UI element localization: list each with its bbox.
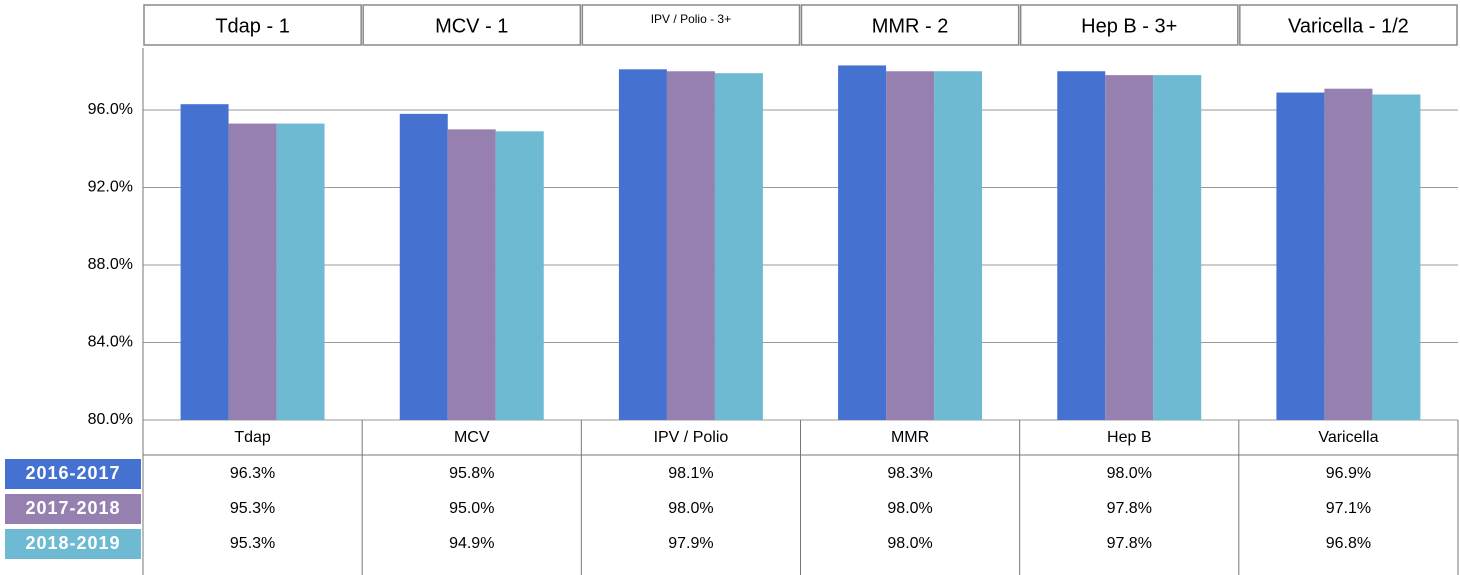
category-label: Hep B — [1107, 429, 1151, 446]
table-value: 96.8% — [1326, 535, 1371, 552]
bar — [1105, 75, 1154, 420]
y-tick-label: 92.0% — [88, 179, 133, 196]
bar — [1153, 75, 1202, 420]
legend-label: 2018-2019 — [25, 533, 120, 553]
table-value: 94.9% — [449, 535, 494, 552]
column-header: Tdap - 1 — [215, 15, 289, 37]
legend-label: 2017-2018 — [25, 498, 120, 518]
table-value: 96.3% — [230, 465, 275, 482]
table-value: 97.8% — [1107, 500, 1152, 517]
legend-swatch — [5, 459, 141, 489]
table-value: 95.8% — [449, 465, 494, 482]
y-tick-label: 88.0% — [88, 256, 133, 273]
bar — [618, 69, 667, 420]
bar — [714, 73, 763, 420]
bar — [1057, 71, 1106, 420]
table-value: 96.9% — [1326, 465, 1371, 482]
bar — [886, 71, 935, 420]
table-value: 98.3% — [887, 465, 932, 482]
table-value: 97.9% — [668, 535, 713, 552]
bar — [447, 129, 496, 420]
header-cell — [1239, 4, 1458, 46]
legend-swatch — [5, 494, 141, 524]
table-value: 97.1% — [1326, 500, 1371, 517]
table-value: 95.0% — [449, 500, 494, 517]
header-cell — [800, 4, 1020, 46]
table-value: 98.1% — [668, 465, 713, 482]
bar — [1372, 94, 1421, 420]
table-value: 98.0% — [887, 535, 932, 552]
column-header: IPV / Polio - 3+ — [651, 12, 731, 26]
bar — [1324, 88, 1373, 420]
table-value: 95.3% — [230, 535, 275, 552]
category-label: Tdap — [234, 429, 271, 446]
bar — [934, 71, 983, 420]
y-tick-label: 96.0% — [88, 101, 133, 118]
bar — [838, 65, 887, 420]
category-label: MCV — [454, 429, 490, 446]
y-tick-label: 84.0% — [88, 334, 133, 351]
category-label: IPV / Polio — [654, 429, 729, 446]
bar — [666, 71, 715, 420]
column-header: MCV - 1 — [435, 15, 508, 37]
category-label: Varicella — [1318, 429, 1378, 446]
table-value: 95.3% — [230, 500, 275, 517]
bar — [228, 123, 277, 420]
bar — [276, 123, 325, 420]
table-value: 98.0% — [887, 500, 932, 517]
y-tick-label: 80.0% — [88, 411, 133, 428]
table-value: 97.8% — [1107, 535, 1152, 552]
bar — [495, 131, 544, 420]
legend-label: 2016-2017 — [25, 463, 120, 483]
table-value: 98.0% — [1107, 465, 1152, 482]
column-header: MMR - 2 — [872, 15, 949, 37]
bar — [1276, 92, 1325, 420]
table-value: 98.0% — [668, 500, 713, 517]
bar — [180, 104, 229, 420]
header-cell — [581, 4, 801, 46]
header-cell — [143, 4, 362, 46]
column-header: Varicella - 1/2 — [1288, 15, 1409, 37]
header-cell — [362, 4, 582, 46]
bar — [399, 113, 448, 420]
column-header: Hep B - 3+ — [1081, 15, 1177, 37]
legend-swatch — [5, 529, 141, 559]
category-label: MMR — [891, 429, 929, 446]
header-cell — [1019, 4, 1239, 46]
